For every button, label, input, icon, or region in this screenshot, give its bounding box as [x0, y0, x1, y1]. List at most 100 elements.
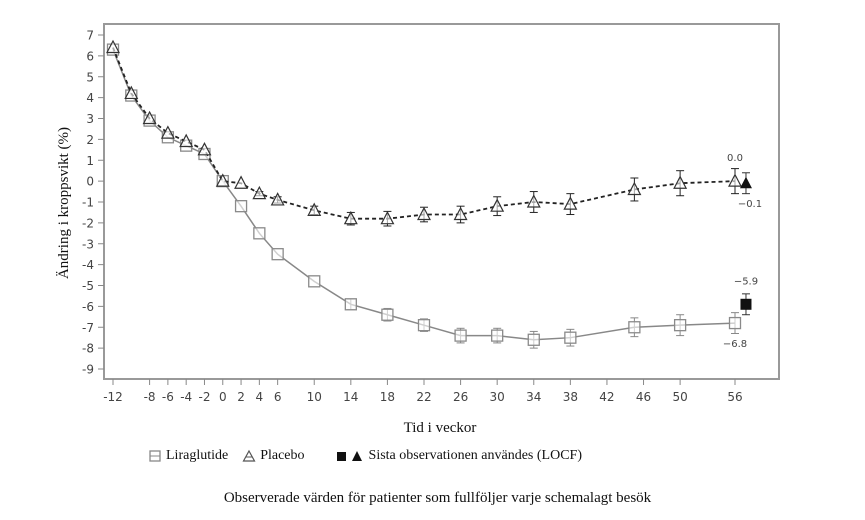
data-point [453, 206, 468, 221]
data-label: −5.9 [734, 276, 758, 287]
caption: Observerade värden för patienter som ful… [223, 490, 652, 506]
data-point [215, 173, 230, 187]
data-label: 0.0 [727, 153, 743, 164]
locf-point [740, 293, 752, 316]
y-tick-label: 3 [86, 112, 94, 126]
legend-item-placebo: Placebo [242, 448, 305, 464]
filled-square-triangle-icon [336, 451, 362, 461]
data-point [491, 329, 504, 342]
legend-item-locf: Sista observationen användes (LOCF) [335, 448, 582, 464]
x-axis: -12 -8 -6 -4 -2 0 2 4 6 10 14 18 22 26 30 34 38 42 46 50 56 [103, 379, 743, 404]
y-tick-label: 1 [86, 154, 94, 168]
x-tick-label: 50 [672, 390, 687, 404]
x-tick-label: -12 [103, 390, 123, 404]
x-tick-label: -4 [180, 390, 192, 404]
data-point [344, 298, 357, 311]
data-point [563, 196, 578, 210]
data-label: −0.1 [738, 199, 762, 210]
data-point [628, 321, 641, 334]
y-tick-label: -7 [82, 321, 94, 335]
x-tick-label: 42 [599, 390, 614, 404]
data-point [740, 298, 752, 310]
y-tick-label: 5 [86, 70, 94, 84]
legend-label: Liraglutide [166, 448, 229, 463]
x-tick-label: 30 [490, 390, 505, 404]
y-tick-label: 4 [86, 91, 94, 105]
x-tick-label: 34 [526, 390, 541, 404]
series-layer [106, 39, 752, 349]
data-point [124, 85, 139, 100]
data-point [627, 181, 642, 196]
x-tick-label: 26 [453, 390, 468, 404]
data-point [253, 227, 266, 240]
y-tick-label: 7 [86, 29, 94, 43]
y-tick-label: 0 [86, 175, 94, 189]
data-point [160, 125, 175, 139]
y-tick-label: -1 [82, 196, 94, 210]
data-point [728, 173, 742, 187]
data-point [106, 39, 120, 54]
x-tick-label: 56 [727, 390, 742, 404]
y-tick-label: -5 [82, 279, 94, 293]
data-point [490, 198, 505, 212]
x-tick-label: 18 [380, 390, 395, 404]
data-point [197, 142, 212, 156]
data-point [234, 200, 248, 213]
data-point [234, 175, 249, 189]
x-tick-label: 4 [256, 390, 264, 404]
legend: Liraglutide Placebo Sista observationen … [148, 448, 596, 464]
data-point [526, 194, 541, 208]
legend-label: Sista observationen användes (LOCF) [368, 448, 582, 463]
x-tick-label: 38 [563, 390, 578, 404]
open-triangle-icon [242, 449, 256, 462]
data-point [343, 210, 358, 225]
data-point [673, 175, 688, 189]
y-tick-label: 2 [86, 133, 94, 147]
x-tick-label: -6 [162, 390, 174, 404]
series-placebo [106, 39, 742, 227]
y-tick-label: -8 [82, 342, 94, 356]
x-tick-label: 6 [274, 390, 282, 404]
data-point [454, 329, 467, 342]
legend-item-liraglutide: Liraglutide [148, 448, 228, 464]
y-tick-label: -3 [82, 237, 94, 251]
x-tick-label: 46 [636, 390, 651, 404]
data-point [142, 110, 157, 125]
series-liraglutide [106, 43, 742, 349]
x-tick-label: -2 [198, 390, 210, 404]
data-point [271, 248, 284, 261]
legend-label: Placebo [260, 448, 305, 463]
data-point [380, 210, 395, 225]
series-line [112, 49, 736, 341]
x-tick-label: 14 [343, 390, 358, 404]
data-point [270, 192, 285, 206]
data-point [673, 319, 687, 332]
data-point [381, 308, 394, 321]
data-point [564, 331, 577, 344]
annotations: 0.0 −0.1 −5.9 −6.8 [723, 153, 762, 350]
x-tick-label: 0 [219, 390, 227, 404]
data-point [252, 185, 267, 200]
data-point [307, 202, 322, 216]
y-axis-title: Ändring i kroppsvikt (%) [55, 127, 72, 279]
y-tick-label: 6 [86, 49, 94, 63]
y-axis: 7 6 5 4 3 2 1 0 -1 -2 -3 -4 -5 -6 -7 -8 -9 [82, 29, 104, 377]
x-tick-label: 10 [307, 390, 322, 404]
x-axis-title: Tid i veckor [404, 420, 477, 436]
data-point [179, 133, 194, 148]
data-point [417, 319, 431, 332]
data-label: −6.8 [723, 339, 747, 350]
data-point [417, 206, 431, 221]
data-point [728, 316, 742, 330]
data-point [308, 275, 321, 288]
x-tick-label: -8 [144, 390, 156, 404]
x-tick-label: 22 [416, 390, 431, 404]
series-line [112, 47, 736, 220]
data-point [527, 333, 540, 346]
y-tick-label: -6 [82, 300, 94, 314]
open-square-icon [149, 450, 161, 462]
x-tick-label: 2 [237, 390, 245, 404]
y-tick-label: -9 [82, 363, 94, 377]
locf-point [739, 172, 752, 195]
